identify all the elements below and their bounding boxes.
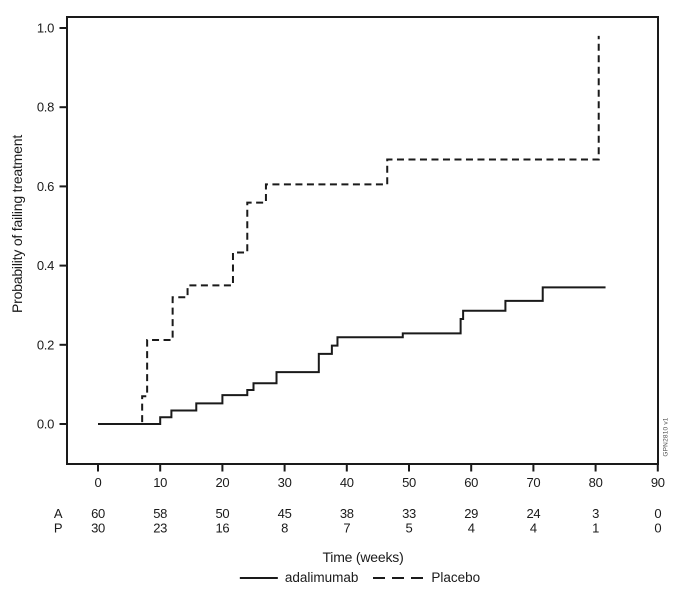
at-risk-count: 3 [592,506,599,521]
figure-id-side-note: GPN2810 v1 [662,417,670,457]
at-risk-row-label: P [54,521,62,536]
x-axis-title: Time (weeks) [322,549,404,565]
x-tick-label: 40 [340,475,354,490]
at-risk-count: 7 [343,521,350,536]
y-tick-label: 1.0 [37,21,54,36]
at-risk-count: 58 [153,506,167,521]
x-tick-label: 20 [215,475,229,490]
at-risk-count: 24 [526,506,540,521]
at-risk-count: 60 [91,506,105,521]
x-tick-label: 80 [589,475,603,490]
x-tick-label: 90 [651,475,665,490]
at-risk-count: 5 [406,521,413,536]
y-axis-title: Probability of failing treatment [9,134,25,314]
at-risk-count: 4 [530,521,537,536]
plot-frame [66,16,659,465]
legend-label-adalimumab: adalimumab [284,570,359,585]
dashed-line-sample-icon [372,576,425,579]
legend-item-placebo: Placebo [372,570,480,585]
legend-label-placebo: Placebo [431,570,481,585]
at-risk-count: 0 [654,521,661,536]
at-risk-count: 16 [215,521,229,536]
placebo-curve [98,35,600,425]
at-risk-row-label: A [54,506,63,521]
x-tick-label: 10 [153,475,167,490]
y-tick-label: 0.2 [37,337,54,352]
y-tick-label: 0.0 [37,417,54,432]
at-risk-count: 33 [402,506,416,521]
y-tick-label: 0.6 [37,179,54,194]
x-tick-label: 70 [526,475,540,490]
at-risk-count: 8 [281,521,288,536]
x-axis-ticks: 0 10 20 30 40 50 60 70 80 90 [95,464,665,490]
x-tick-label: 0 [95,475,102,490]
y-axis-ticks: 0.0 0.2 0.4 0.6 0.8 1.0 [37,21,67,432]
y-tick-label: 0.8 [37,100,54,115]
y-tick-label: 0.4 [37,258,54,273]
legend-item-adalimumab: adalimumab [239,570,359,585]
at-risk-count: 23 [153,521,167,536]
x-tick-label: 50 [402,475,416,490]
legend: adalimumab Placebo [239,570,480,585]
at-risk-count: 4 [468,521,475,536]
at-risk-table: A 60 58 50 45 38 33 29 24 3 0P 30 23 16 8 7 5 4 4 1 0 [54,506,662,536]
x-tick-label: 60 [464,475,478,490]
at-risk-count: 0 [654,506,661,521]
at-risk-count: 1 [592,521,599,536]
at-risk-count: 50 [215,506,229,521]
at-risk-count: 45 [278,506,292,521]
x-tick-label: 30 [278,475,292,490]
at-risk-count: 30 [91,521,105,536]
adalimumab-curve [98,286,606,425]
at-risk-count: 29 [464,506,478,521]
at-risk-count: 38 [340,506,354,521]
solid-line-sample-icon [239,576,278,579]
